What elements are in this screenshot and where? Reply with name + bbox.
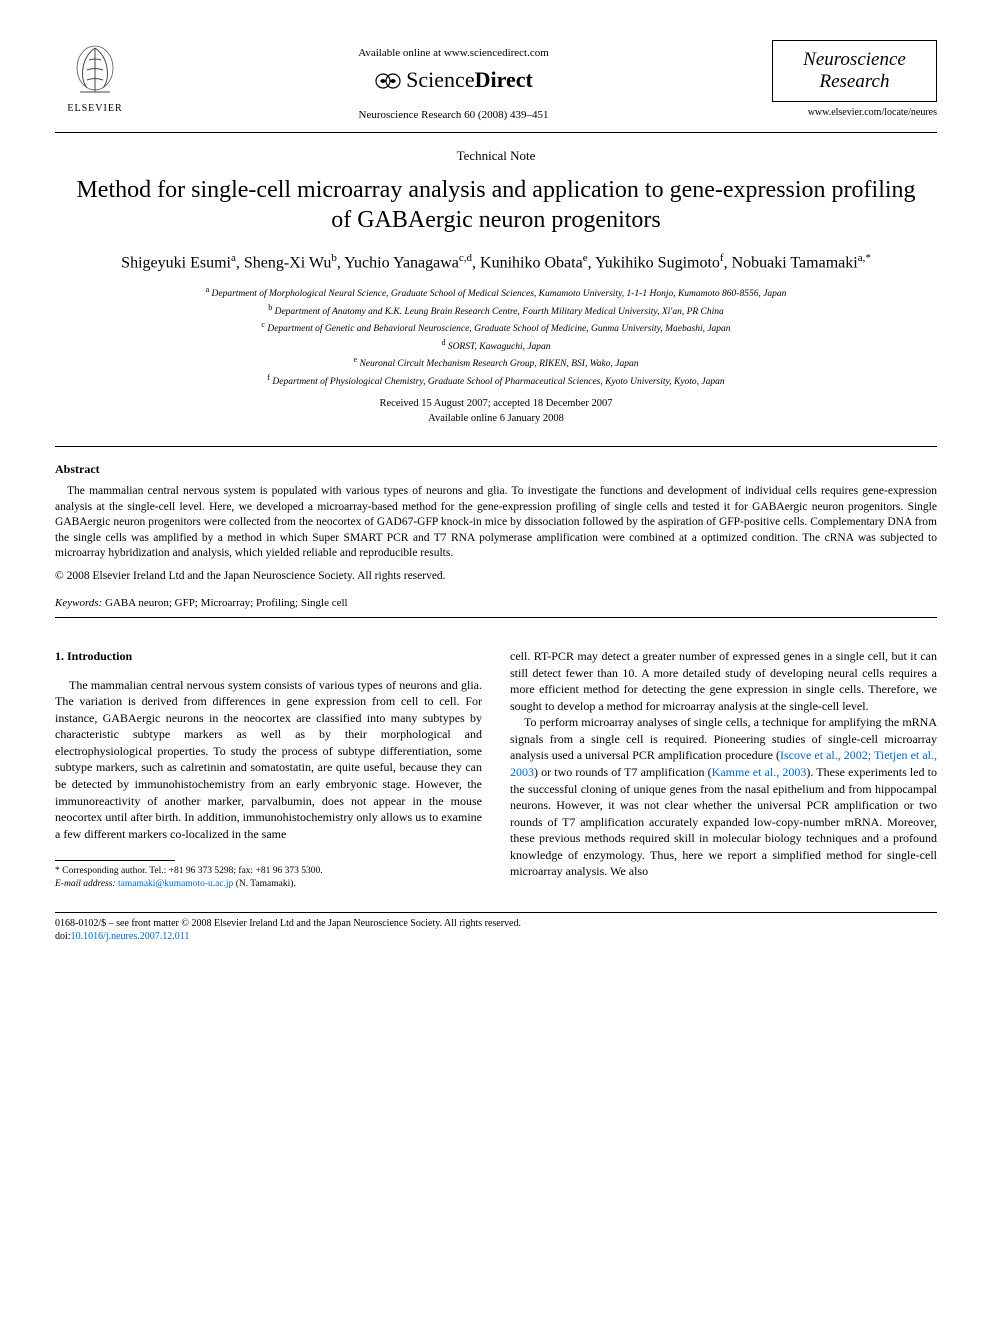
elsevier-tree-icon: [65, 40, 125, 100]
footer-doi-line: doi:10.1016/j.neures.2007.12.011: [55, 930, 937, 944]
email-footnote: E-mail address: tamamaki@kumamoto-u.ac.j…: [55, 878, 482, 890]
doi-label: doi:: [55, 931, 71, 942]
publisher-name: ELSEVIER: [67, 102, 122, 116]
intro-p2-right: To perform microarray analyses of single…: [510, 714, 937, 879]
sciencedirect-icon: [374, 67, 402, 95]
intro-p1-right: cell. RT-PCR may detect a greater number…: [510, 648, 937, 714]
dates-block: Received 15 August 2007; accepted 18 Dec…: [55, 397, 937, 426]
footnote-divider: [55, 860, 175, 861]
center-header: Available online at www.sciencedirect.co…: [135, 40, 772, 124]
sciencedirect-text: ScienceDirect: [406, 65, 533, 96]
citation-line: Neuroscience Research 60 (2008) 439–451: [359, 108, 549, 123]
abstract-copyright: © 2008 Elsevier Ireland Ltd and the Japa…: [55, 568, 937, 584]
keywords-divider: [55, 617, 937, 618]
journal-box: Neuroscience Research: [772, 40, 937, 102]
intro-p1-left: The mammalian central nervous system con…: [55, 677, 482, 842]
doi-link[interactable]: 10.1016/j.neures.2007.12.011: [71, 931, 190, 942]
body-columns: 1. Introduction The mammalian central ne…: [55, 648, 937, 890]
keywords-label: Keywords:: [55, 597, 102, 609]
abstract-text: The mammalian central nervous system is …: [55, 484, 937, 562]
right-column: cell. RT-PCR may detect a greater number…: [510, 648, 937, 890]
footer-divider: [55, 912, 937, 913]
authors-list: Shigeyuki Esumia, Sheng-Xi Wub, Yuchio Y…: [55, 251, 937, 275]
email-address[interactable]: tamamaki@kumamoto-u.ac.jp: [118, 879, 233, 889]
left-column: 1. Introduction The mammalian central ne…: [55, 648, 482, 890]
publisher-logo-block: ELSEVIER: [55, 40, 135, 116]
article-type: Technical Note: [55, 147, 937, 165]
affiliation-line: f Department of Physiological Chemistry,…: [55, 372, 937, 389]
email-label: E-mail address:: [55, 879, 116, 889]
affiliations-list: a Department of Morphological Neural Sci…: [55, 284, 937, 388]
corresponding-footnote: * Corresponding author. Tel.: +81 96 373…: [55, 865, 482, 877]
keywords-line: Keywords: GABA neuron; GFP; Microarray; …: [55, 596, 937, 611]
abstract-top-divider: [55, 446, 937, 447]
affiliation-line: e Neuronal Circuit Mechanism Research Gr…: [55, 354, 937, 371]
journal-title: Neuroscience Research: [783, 49, 926, 93]
page-footer: 0168-0102/$ – see front matter © 2008 El…: [55, 912, 937, 944]
journal-url[interactable]: www.elsevier.com/locate/neures: [772, 106, 937, 120]
intro-heading: 1. Introduction: [55, 648, 482, 665]
footer-issn: 0168-0102/$ – see front matter © 2008 El…: [55, 917, 937, 931]
top-divider: [55, 132, 937, 133]
article-title: Method for single-cell microarray analys…: [55, 175, 937, 235]
affiliation-line: d SORST, Kawaguchi, Japan: [55, 337, 937, 354]
online-date: Available online 6 January 2008: [55, 412, 937, 427]
affiliation-line: b Department of Anatomy and K.K. Leung B…: [55, 302, 937, 319]
affiliation-line: c Department of Genetic and Behavioral N…: [55, 319, 937, 336]
header-row: ELSEVIER Available online at www.science…: [55, 40, 937, 124]
keywords-text: GABA neuron; GFP; Microarray; Profiling;…: [105, 597, 348, 609]
sciencedirect-logo: ScienceDirect: [374, 65, 533, 96]
affiliation-line: a Department of Morphological Neural Sci…: [55, 284, 937, 301]
citation-link-2[interactable]: Kamme et al., 2003: [712, 765, 807, 779]
available-online-text: Available online at www.sciencedirect.co…: [358, 46, 549, 61]
journal-block-wrapper: Neuroscience Research www.elsevier.com/l…: [772, 40, 937, 120]
abstract-heading: Abstract: [55, 461, 937, 478]
received-date: Received 15 August 2007; accepted 18 Dec…: [55, 397, 937, 412]
email-suffix: (N. Tamamaki).: [236, 879, 296, 889]
